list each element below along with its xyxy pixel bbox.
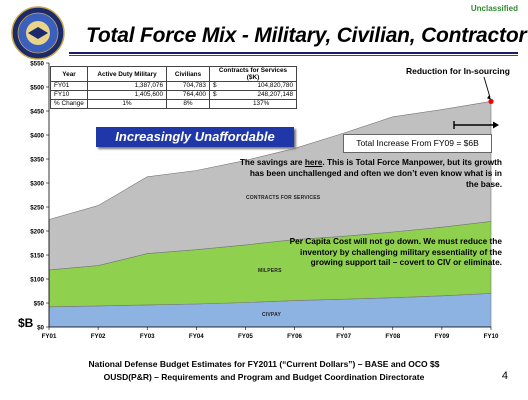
x-tick-label: FY05 [238,333,253,340]
y-tick-label: $50 [34,301,45,308]
title-divider [69,52,518,54]
x-tick-label: FY10 [484,333,499,340]
y-tick-label: $450 [30,109,44,116]
table-cell: 8% [166,99,210,109]
table-cell: FY01 [50,81,88,91]
footer-directorate: OUSD(P&R) – Requirements and Program and… [103,372,425,382]
y-tick-label: $350 [30,157,44,164]
y-tick-label: $500 [30,85,44,92]
series-label-contracts: CONTRACTS FOR SERVICES [246,195,321,201]
y-tick-label: $150 [30,253,44,260]
table-row: FY10 1,405,600 764,400 $ 248,207,148 [50,90,298,100]
per-capita-note: Per Capita Cost will not go down. We mus… [289,236,502,267]
dod-seal-icon [11,6,65,60]
unaffordable-banner: Increasingly Unaffordable [96,127,294,147]
table-cell: FY10 [50,90,88,100]
series-label-milpers: MILPERS [258,268,282,274]
savings-note-text-rest: . This is Total Force Manpower, but its … [249,157,502,189]
table-header-row: Year Active Duty Military Civilians Cont… [50,66,297,82]
x-tick-label: FY01 [42,333,57,340]
total-increase-box: Total Increase From FY09 = $6B [343,134,492,153]
y-axis-unit-label: $B [18,316,34,330]
series-label-civpay: CIVPAY [262,312,281,318]
reduction-arrowhead [487,95,491,100]
x-tick-label: FY09 [434,333,449,340]
table-cell: $ [209,90,227,100]
x-tick-label: FY04 [189,333,204,340]
savings-link[interactable]: here [304,157,323,167]
table-cell: 104,820,780 [226,81,298,91]
table-cell: 1,387,076 [87,81,167,91]
table-header: Year [50,66,88,82]
table-row: % Change 1% 8% 137% [50,99,298,109]
table-header: Contracts for Services ($K) [209,66,297,82]
y-tick-label: $0 [37,325,44,332]
x-tick-label: FY03 [140,333,155,340]
table-cell: 1,405,600 [87,90,167,100]
y-tick-label: $200 [30,229,44,236]
table-cell [209,99,227,109]
y-tick-label: $300 [30,181,44,188]
table-cell: 1% [87,99,167,109]
page-number: 4 [501,370,508,382]
table-cell: 137% [226,99,298,109]
footer-source: National Defense Budget Estimates for FY… [88,359,440,369]
y-tick-label: $100 [30,277,44,284]
summary-table: Year Active Duty Military Civilians Cont… [50,66,298,109]
in-sourcing-reduction-marker [488,98,494,104]
title-divider-accent [69,55,518,56]
x-tick-label: FY02 [91,333,106,340]
increase-arrowhead [493,121,499,129]
classification-label: Unclassified [470,4,518,13]
reduction-arrow [483,76,491,98]
x-tick-label: FY08 [385,333,400,340]
y-tick-label: $550 [30,61,44,68]
table-cell: 764,400 [166,90,210,100]
page-title: Total Force Mix - Military, Civilian, Co… [86,24,527,47]
x-tick-label: FY07 [336,333,351,340]
table-cell: $ [209,81,227,91]
x-tick-label: FY06 [287,333,302,340]
y-tick-label: $250 [30,205,44,212]
savings-note-text: The savings are [239,157,305,167]
table-cell: 704,783 [166,81,210,91]
table-cell: 248,207,148 [226,90,298,100]
table-header: Civilians [166,66,210,82]
savings-note: The savings are here. This is Total Forc… [236,157,502,190]
table-cell: % Change [50,99,88,109]
reduction-callout: Reduction for In-sourcing [406,66,510,76]
y-tick-label: $400 [30,133,44,140]
table-row: FY01 1,387,076 704,783 $ 104,820,780 [50,81,298,91]
table-header: Active Duty Military [87,66,167,82]
